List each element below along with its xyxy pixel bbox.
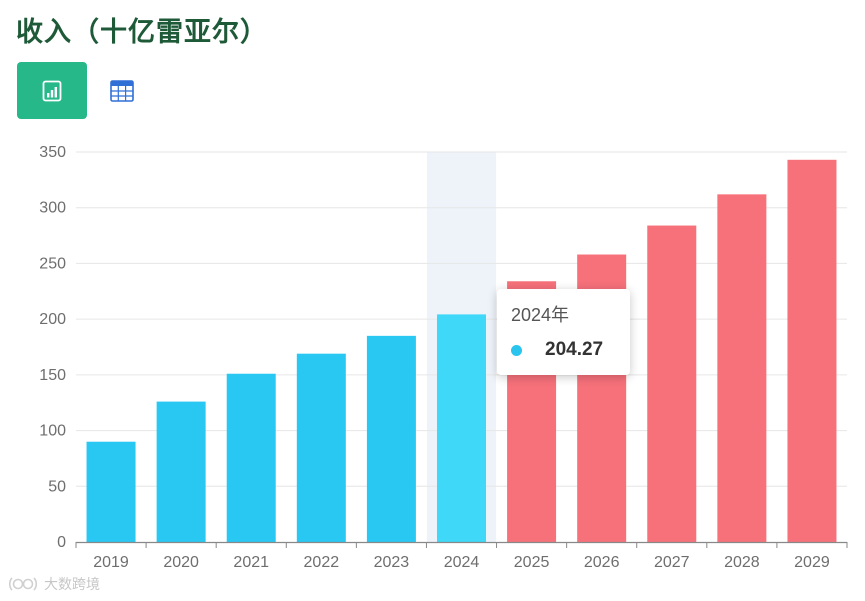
- y-tick-label: 50: [48, 478, 66, 495]
- tooltip-series-dot: [511, 344, 522, 356]
- watermark: 大数跨境: [8, 574, 100, 594]
- x-tick-label: 2028: [724, 554, 760, 571]
- y-tick-label: 150: [39, 367, 66, 384]
- x-tick-label: 2019: [93, 554, 129, 571]
- table-view-button[interactable]: [103, 72, 141, 110]
- tooltip-value: 204.27: [545, 339, 604, 360]
- table-icon: [110, 80, 134, 102]
- bar-2020: [156, 401, 206, 542]
- bar-2023: [366, 335, 416, 542]
- y-tick-label: 200: [39, 311, 66, 328]
- x-tick-label: 2025: [514, 554, 550, 571]
- y-tick-label: 100: [39, 423, 66, 440]
- x-tick-label: 2020: [163, 554, 199, 571]
- x-tick-label: 2022: [304, 554, 340, 571]
- bar-2027: [647, 225, 697, 543]
- bar-2028: [717, 194, 767, 543]
- bar-2021: [226, 373, 276, 542]
- y-tick-label: 350: [39, 144, 66, 161]
- x-tick-label: 2023: [374, 554, 410, 571]
- bar-2022: [296, 353, 346, 542]
- x-tick-label: 2021: [233, 554, 269, 571]
- x-tick-label: 2026: [584, 554, 620, 571]
- page-title: 收入（十亿雷亚尔）: [16, 17, 268, 48]
- chart-view-button[interactable]: [17, 62, 87, 119]
- x-tick-label: 2024: [444, 554, 480, 571]
- bar-2029: [787, 159, 837, 543]
- chart-tooltip: 2024年 204.27: [497, 289, 630, 375]
- y-tick-label: 250: [39, 255, 66, 272]
- y-tick-label: 0: [57, 534, 66, 551]
- tooltip-title: 2024年: [511, 305, 570, 325]
- bar-2024: [437, 314, 486, 542]
- bar-2019: [86, 441, 136, 542]
- y-tick-label: 300: [39, 200, 66, 217]
- watermark-text: 大数跨境: [44, 577, 100, 593]
- bar-chart-icon: [42, 80, 62, 101]
- brand-logo-icon: [8, 577, 38, 591]
- x-tick-label: 2027: [654, 554, 690, 571]
- x-tick-label: 2029: [794, 554, 830, 571]
